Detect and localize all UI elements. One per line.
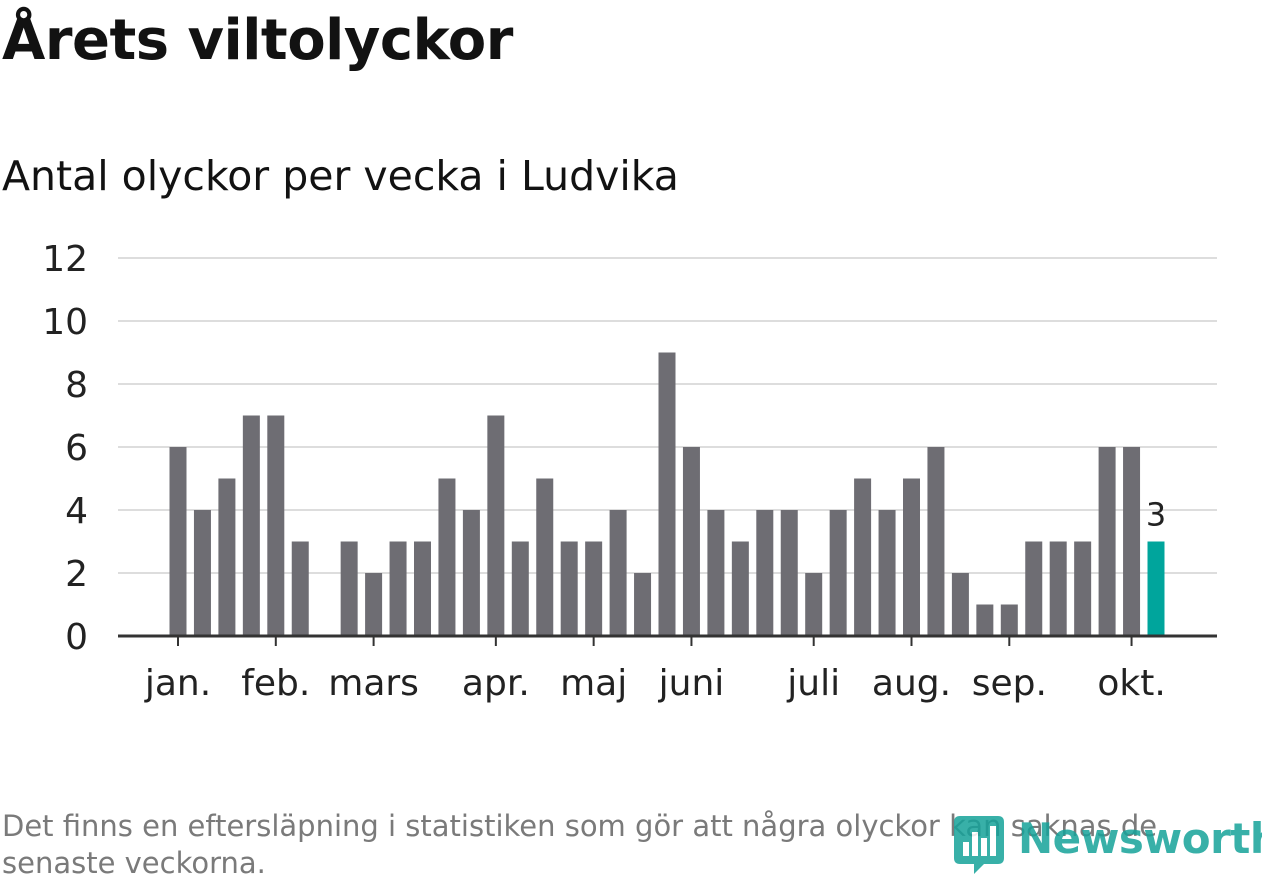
x-tick-label: mars [328,663,419,704]
x-tick-label: juni [658,663,725,704]
bar [903,478,920,636]
bar [291,541,309,636]
x-tick-label: apr. [462,663,530,704]
bar [1049,541,1067,636]
y-tick-label: 8 [65,365,88,406]
bar [634,573,652,636]
y-tick-label: 10 [42,302,88,343]
bar [1000,604,1018,636]
bar [951,573,969,636]
chart-title: Årets viltolyckor [2,8,513,73]
bar [389,541,407,636]
bar [218,478,236,636]
x-tick-label: sep. [972,663,1047,704]
bar [462,510,480,636]
bar [780,510,798,636]
bar [1025,541,1043,636]
bar [1074,541,1092,636]
bar [193,510,211,636]
bar-highlight [1147,541,1165,636]
bar [585,541,603,636]
bar [169,447,187,636]
brand-name: Newsworthy [1018,814,1262,863]
bar [756,510,774,636]
x-tick-label: maj [560,663,627,704]
bars [169,352,1165,636]
bar [1123,447,1141,636]
x-tick-label: jan. [144,663,211,704]
newsworthy-icon [954,816,1004,874]
x-tick-label: juli [786,663,840,704]
bar [1098,447,1116,636]
x-tick-label: okt. [1097,663,1165,704]
data-labels: 3 [1146,496,1166,534]
bar [560,541,578,636]
bar-chart: 0 2 4 6 8 10 12 jan. feb. mars apr. maj juni juli aug… [42,239,1217,704]
bar [682,447,700,636]
bar [242,415,260,636]
bar [658,352,676,636]
newsworthy-logo: Newsworthy [948,812,1262,874]
bar [854,478,872,636]
bar [609,510,627,636]
bar [365,573,383,636]
bar [536,478,554,636]
y-tick-label: 12 [42,239,88,280]
bar [511,541,529,636]
bar [707,510,725,636]
bar [438,478,456,636]
y-axis-ticks: 0 2 4 6 8 10 12 [42,239,88,658]
x-tick-label: feb. [241,663,310,704]
bar [340,541,358,636]
x-tick-label: aug. [872,663,951,704]
bar [731,541,749,636]
y-tick-label: 0 [65,617,88,658]
bar [829,510,847,636]
bar [487,415,505,636]
bar [267,415,285,636]
bar [976,604,994,636]
chart-subtitle: Antal olyckor per vecka i Ludvika [2,152,679,200]
bar [878,510,896,636]
data-label: 3 [1146,496,1166,534]
y-tick-label: 2 [65,554,88,595]
y-tick-label: 4 [65,491,88,532]
bar [927,447,945,636]
bar [805,573,823,636]
x-axis-ticks: jan. feb. mars apr. maj juni juli aug. sep. okt. [144,636,1166,704]
bar [414,541,431,636]
y-tick-label: 6 [65,428,88,469]
